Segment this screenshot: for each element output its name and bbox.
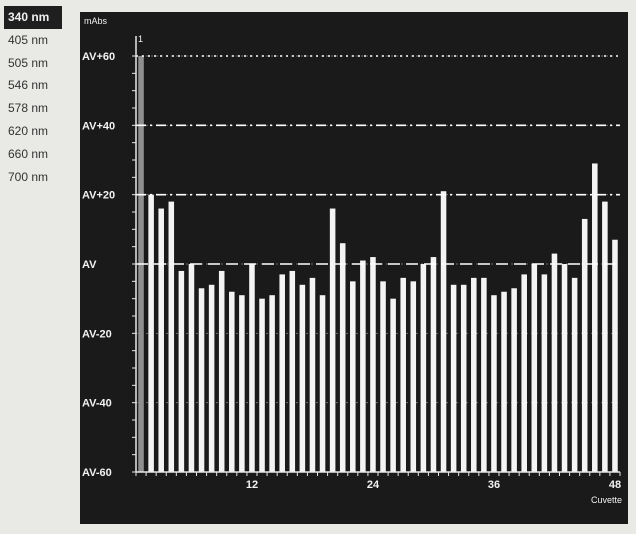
- y-tick-label: AV-60: [82, 467, 112, 479]
- bar-cuvette-5: [179, 271, 185, 472]
- wavelength-item[interactable]: 660 nm: [4, 143, 62, 166]
- y-tick-label: AV-40: [82, 398, 112, 410]
- bar-cuvette-25: [380, 281, 386, 472]
- bar-cuvette-37: [501, 292, 507, 472]
- bar-cuvette-19: [320, 295, 326, 472]
- bar-cuvette-40: [532, 264, 538, 472]
- wavelength-item[interactable]: 505 nm: [4, 52, 62, 75]
- bar-cuvette-16: [290, 271, 296, 472]
- bar-cuvette-45: [582, 219, 588, 472]
- bar-cuvette-35: [481, 278, 487, 472]
- bar-cuvette-27: [400, 278, 406, 472]
- bar-cuvette-41: [542, 274, 548, 472]
- bar-cuvette-46: [592, 163, 598, 472]
- bar-cuvette-17: [300, 285, 306, 472]
- y-tick-label: AV: [82, 259, 97, 271]
- bar-cuvette-7: [199, 288, 205, 472]
- wavelength-item[interactable]: 700 nm: [4, 166, 62, 189]
- cuvette-marker-label: 1: [138, 34, 143, 44]
- wavelength-item[interactable]: 405 nm: [4, 29, 62, 52]
- bar-cuvette-9: [219, 271, 225, 472]
- bar-cuvette-6: [189, 264, 195, 472]
- y-tick-label: AV+40: [82, 120, 115, 132]
- bar-cuvette-2: [148, 195, 154, 472]
- wavelength-item[interactable]: 578 nm: [4, 97, 62, 120]
- bar-cuvette-11: [239, 295, 245, 472]
- bar-cuvette-10: [229, 292, 235, 472]
- bar-cuvette-8: [209, 285, 215, 472]
- bar-cuvette-42: [552, 254, 558, 472]
- bar-cuvette-34: [471, 278, 477, 472]
- bar-chart: AV+60 AV+40 AV+20 AV AV-20 AV-40 AV-60 mAbs 1 12 2…: [80, 12, 628, 524]
- x-axis-title: Cuvette: [591, 495, 622, 505]
- bar-cuvette-12: [249, 264, 255, 472]
- x-tick-label: 36: [488, 479, 500, 491]
- bar-cuvette-47: [602, 202, 608, 472]
- wavelength-list: 340 nm 405 nm 505 nm 546 nm 578 nm 620 nm 660 …: [4, 6, 62, 188]
- bar-cuvette-36: [491, 295, 497, 472]
- x-tick-label: 48: [609, 479, 621, 491]
- x-tick-label: 12: [246, 479, 258, 491]
- bar-cuvette-39: [521, 274, 527, 472]
- bar-cuvette-26: [390, 299, 396, 472]
- bar-cuvette-44: [572, 278, 578, 472]
- bar-cuvette-29: [421, 264, 427, 472]
- wavelength-item[interactable]: 620 nm: [4, 120, 62, 143]
- bar-cuvette-23: [360, 261, 366, 472]
- bar-cuvette-38: [511, 288, 517, 472]
- y-tick-label: AV-20: [82, 328, 112, 340]
- y-tick-label: AV+60: [82, 51, 115, 63]
- wavelength-item[interactable]: 340 nm: [4, 6, 62, 29]
- bar-cuvette-3: [158, 209, 164, 472]
- bar-cuvette-48: [612, 240, 618, 472]
- bar-cuvette-33: [461, 285, 467, 472]
- bar-cuvette-28: [411, 281, 417, 472]
- bar-cuvette-31: [441, 191, 447, 472]
- bar-cuvette-43: [562, 264, 568, 472]
- bar-cuvette-32: [451, 285, 457, 472]
- bar-cuvette-14: [269, 295, 275, 472]
- wavelength-item[interactable]: 546 nm: [4, 74, 62, 97]
- y-tick-label: AV+20: [82, 190, 115, 202]
- y-axis-unit-label: mAbs: [84, 16, 108, 26]
- bar-cuvette-18: [310, 278, 316, 472]
- bar-cuvette-4: [169, 202, 175, 472]
- x-tick-label: 24: [367, 479, 380, 491]
- bar-cuvette-24: [370, 257, 376, 472]
- bar-cuvette-13: [259, 299, 265, 472]
- absorbance-plot: AV+60 AV+40 AV+20 AV AV-20 AV-40 AV-60 mAbs 1 12 2…: [80, 12, 628, 524]
- bar-cuvette-21: [340, 243, 346, 472]
- bar-cuvette-20: [330, 209, 336, 472]
- bar-cuvette-15: [279, 274, 285, 472]
- bar-cuvette-30: [431, 257, 437, 472]
- bar-cuvette-22: [350, 281, 356, 472]
